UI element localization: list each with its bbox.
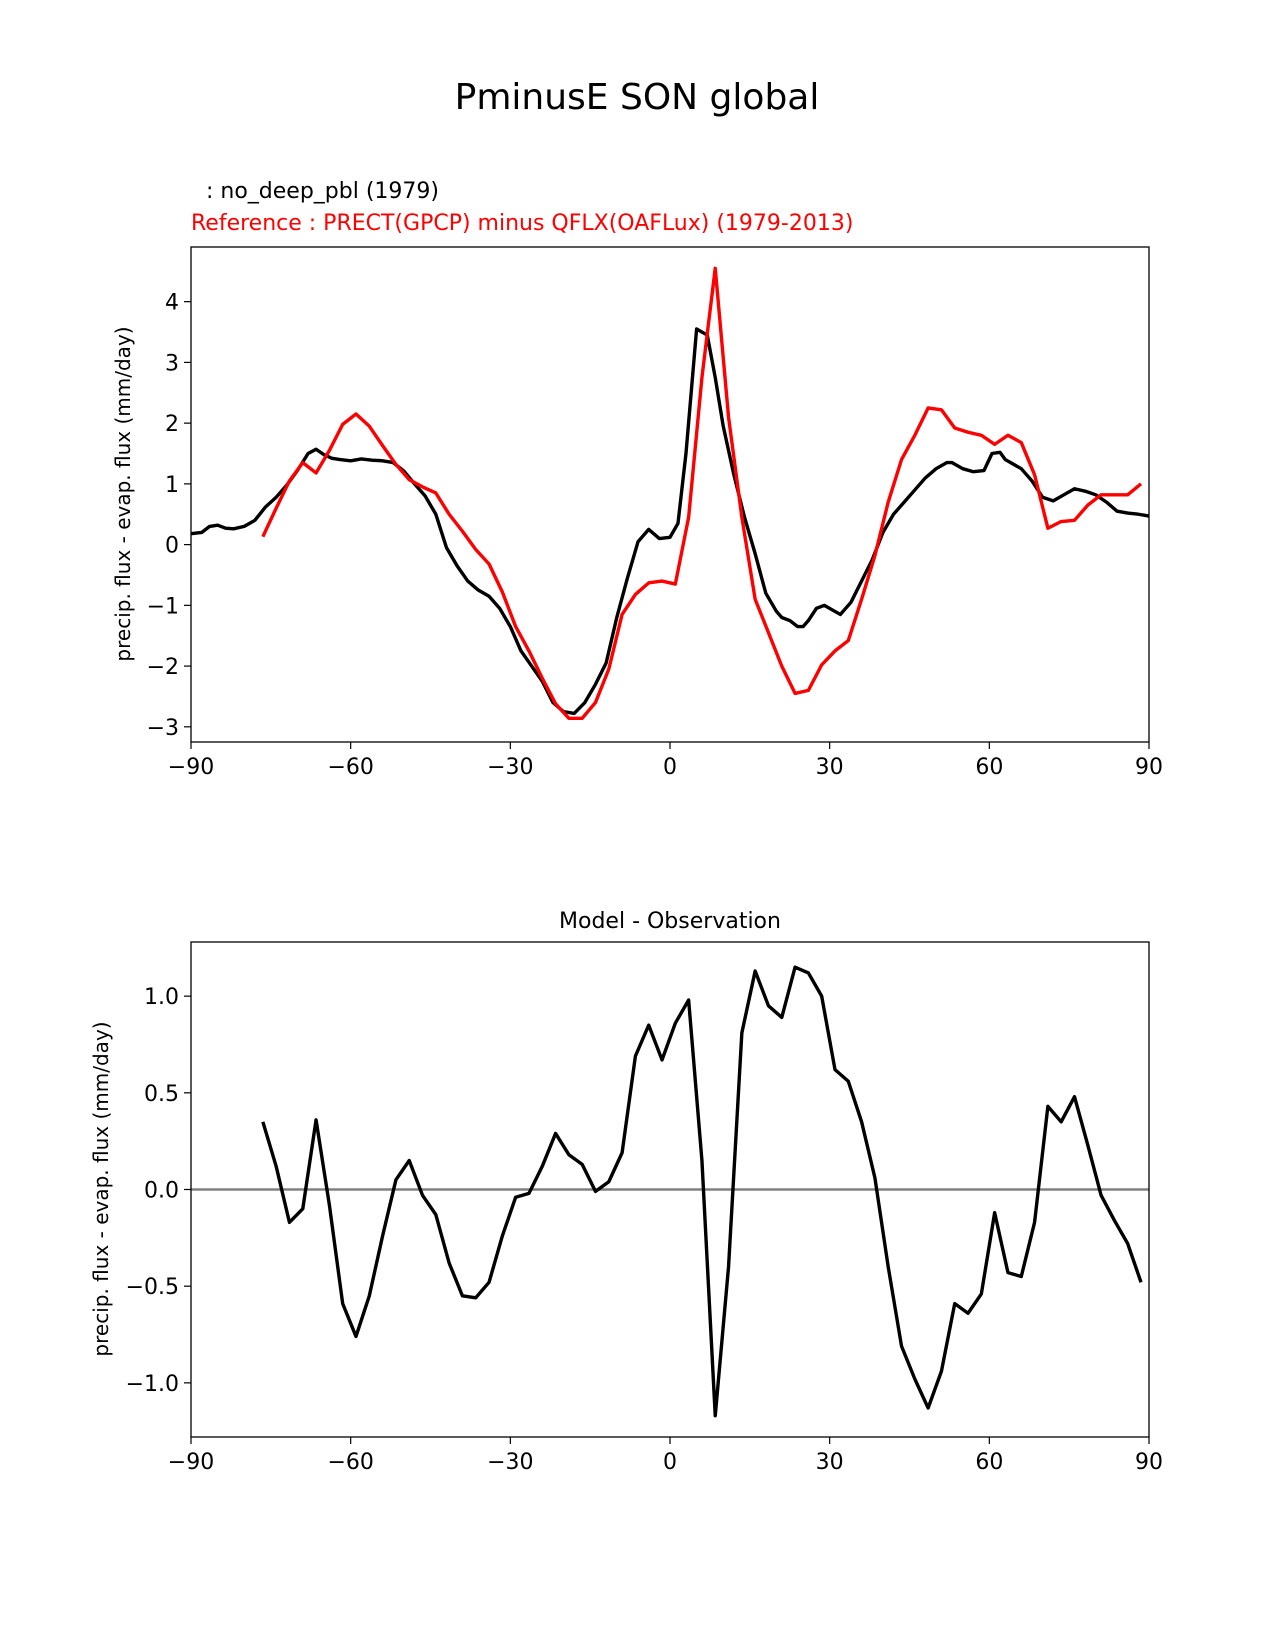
y-tick-label: 4 (165, 291, 179, 316)
bottom-y-axis-label: precip. flux - evap. flux (mm/day) (89, 1021, 113, 1356)
y-tick-label: 2 (165, 412, 179, 437)
series-line-no-deep-pbl-1979 (190, 327, 1150, 716)
series-line-reference (261, 266, 1143, 721)
bottom-chart-title: Model - Observation (559, 909, 781, 934)
y-tick-label: 3 (165, 351, 179, 376)
bottom-axes-frame (190, 941, 1150, 1438)
y-tick-label: 0.0 (144, 1179, 179, 1204)
y-tick-label: 0.5 (144, 1082, 179, 1107)
top-axes-ticks: −90 −60 −30 0 30 60 90 −3 −2 −1 0 1 2 3 4 (147, 291, 1163, 780)
x-tick-label: 90 (1135, 755, 1163, 780)
x-tick-label: −90 (168, 1450, 214, 1475)
x-tick-label: −30 (487, 1450, 533, 1475)
y-tick-label: −1.0 (126, 1372, 179, 1397)
x-tick-label: −90 (168, 755, 214, 780)
x-tick-label: 60 (975, 755, 1003, 780)
figure-suptitle: PminusE SON global (455, 77, 820, 118)
series-line-model-observation (261, 965, 1143, 1418)
reference-label: Reference : PRECT(GPCP) minus QFLX(OAFLu… (191, 211, 853, 236)
y-tick-label: 0 (165, 534, 179, 559)
x-tick-label: 90 (1135, 1450, 1163, 1475)
x-tick-label: 0 (663, 1450, 677, 1475)
top-data-lines (190, 266, 1150, 721)
x-tick-label: 30 (816, 1450, 844, 1475)
x-tick-label: −60 (327, 1450, 373, 1475)
x-tick-label: 30 (816, 755, 844, 780)
x-tick-label: 60 (975, 1450, 1003, 1475)
y-tick-label: 1 (165, 473, 179, 498)
top-y-axis-label: precip. flux - evap. flux (mm/day) (111, 326, 135, 661)
x-tick-label: −30 (487, 755, 533, 780)
y-tick-label: −2 (147, 655, 179, 680)
bottom-axes-ticks: −90 −60 −30 0 30 60 90 −1.0 −0.5 0.0 0.5 1.0 (126, 985, 1163, 1475)
y-tick-label: 1.0 (144, 985, 179, 1010)
test-case-label: : no_deep_pbl (1979) (199, 179, 439, 204)
y-tick-label: −0.5 (126, 1275, 179, 1300)
top-axes-frame (190, 246, 1150, 743)
top-panel: : no_deep_pbl (1979) Reference : PRECT(G… (111, 179, 1163, 780)
y-tick-label: −3 (147, 716, 179, 741)
x-tick-label: −60 (327, 755, 373, 780)
bottom-data-lines (191, 965, 1149, 1418)
y-tick-label: −1 (147, 594, 179, 619)
bottom-panel: Model - Observation −90 −60 −30 0 30 60 90 −1.0… (89, 909, 1163, 1475)
x-tick-label: 0 (663, 755, 677, 780)
